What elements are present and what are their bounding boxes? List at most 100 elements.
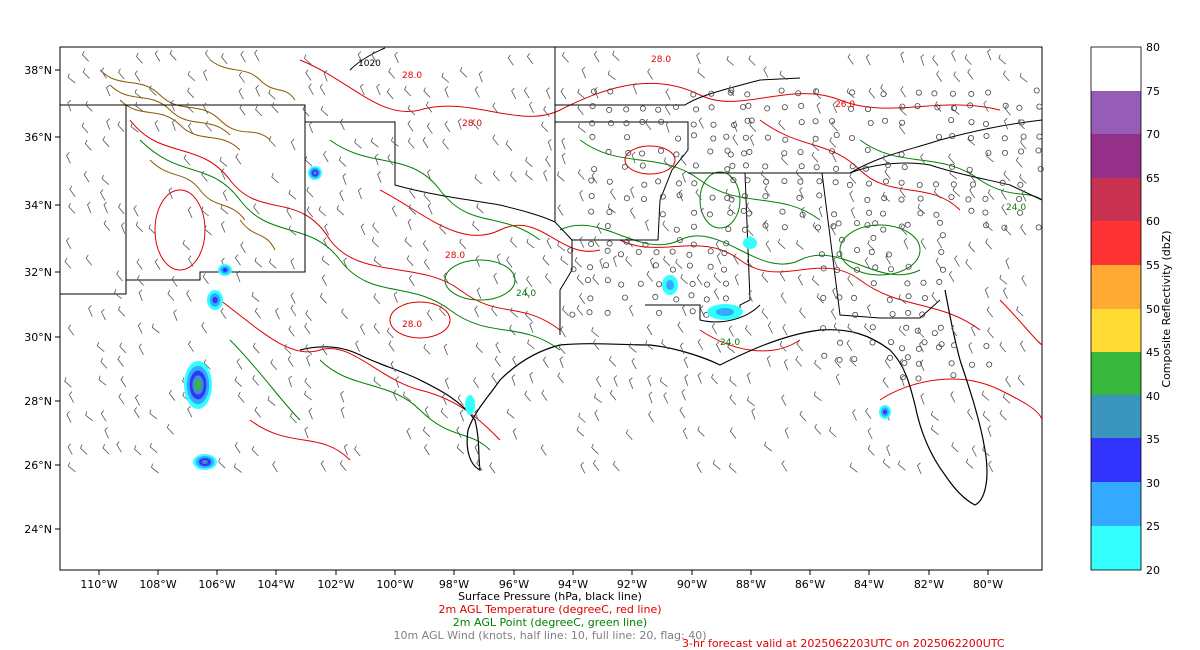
precip-marker [904,280,911,287]
wind-barb [133,205,139,217]
precip-marker [887,354,894,361]
wind-barb [884,357,891,369]
precip-marker [707,248,714,255]
precip-marker [983,222,990,229]
precip-marker [623,238,630,245]
wind-barb [1005,376,1012,388]
wind-barb [268,136,276,147]
wind-barb [1000,188,1007,200]
wind-barb [173,309,178,321]
precip-marker [604,309,611,316]
wind-barb [64,377,72,388]
precip-marker [833,165,840,172]
precip-marker [852,311,859,318]
precip-marker [936,344,943,351]
wind-barb [797,274,803,286]
wind-barb [103,220,111,231]
wind-barb [953,71,961,83]
precip-marker [846,181,853,188]
wind-barb [847,53,854,65]
precip-marker [950,372,957,379]
precip-marker [836,356,843,363]
wind-barb [288,225,297,236]
precip-marker [704,281,711,288]
precip-marker [686,262,693,269]
precip-marker [741,150,748,157]
wind-barb [697,338,704,351]
colorbar-tick: 45 [1146,346,1160,359]
precip-marker [950,181,957,188]
wind-barb [864,257,871,269]
wind-barb [406,255,414,266]
colorbar-segment [1091,352,1141,395]
precip-marker [914,103,921,110]
contour-label: 28.0 [462,119,482,129]
colorbar: 20 25 30 35 40 45 50 55 60 65 70 75 80 C… [1090,41,1173,577]
wind-barb [205,49,212,61]
precip-marker [764,105,771,112]
precip-marker [673,104,680,111]
precip-marker [691,180,698,187]
wind-barb [965,259,972,270]
wind-barb [799,187,804,199]
precip-marker [864,146,871,153]
wind-barb [903,238,909,250]
wind-barb [629,304,634,317]
wind-barb [511,374,516,386]
wind-barb [324,223,329,236]
wind-barb [84,139,92,151]
wind-barb [510,237,517,248]
precip-marker [745,102,752,109]
wind-barb [321,343,328,356]
wind-barb [999,274,1008,285]
wind-barb [749,134,755,146]
precip-marker [762,193,769,200]
precip-marker [986,361,993,368]
wind-barb [981,390,990,401]
precip-marker [567,247,574,254]
colorbar-segment [1091,526,1141,570]
wind-barb [512,272,518,284]
wind-barb [220,307,227,320]
precip-marker [904,354,911,361]
precip-marker [689,308,696,315]
precip-marker [689,280,696,287]
colorbar-tick: 75 [1146,85,1160,98]
wind-barb [999,341,1007,353]
wind-barb [188,122,194,135]
precip-marker [588,177,595,184]
wind-barb [885,253,891,265]
wind-barb [493,272,499,285]
wind-barb [289,412,297,424]
precip-marker [969,361,976,368]
precip-marker [849,163,856,170]
wind-barb [919,359,925,371]
reflectivity-cell [883,409,887,415]
lon-tick-label: 110°W [80,578,117,591]
wind-barb [459,66,468,78]
wind-barb [1021,190,1027,202]
precip-marker [948,193,955,200]
wind-barb [697,426,705,437]
wind-barb [426,122,433,134]
precip-marker [746,148,753,155]
reflectivity-cell [212,296,218,304]
precip-marker [966,166,973,173]
precip-marker [870,280,877,287]
wind-barb [728,85,735,97]
precip-marker [872,220,879,227]
precip-marker [968,207,975,214]
precip-marker [742,134,749,141]
wind-barb [474,409,479,421]
wind-barb [648,410,654,423]
wind-barb [816,293,824,304]
wind-barb [476,459,483,471]
precip-marker [849,134,856,141]
wind-barb [867,239,875,251]
colorbar-segment [1091,309,1141,352]
precip-marker [985,149,992,156]
forecast-valid-time: 3-hr forecast valid at 2025062203UTC on … [682,637,1005,650]
wind-barb [318,206,327,217]
wind-barb [130,122,139,133]
wind-barb [219,156,228,167]
